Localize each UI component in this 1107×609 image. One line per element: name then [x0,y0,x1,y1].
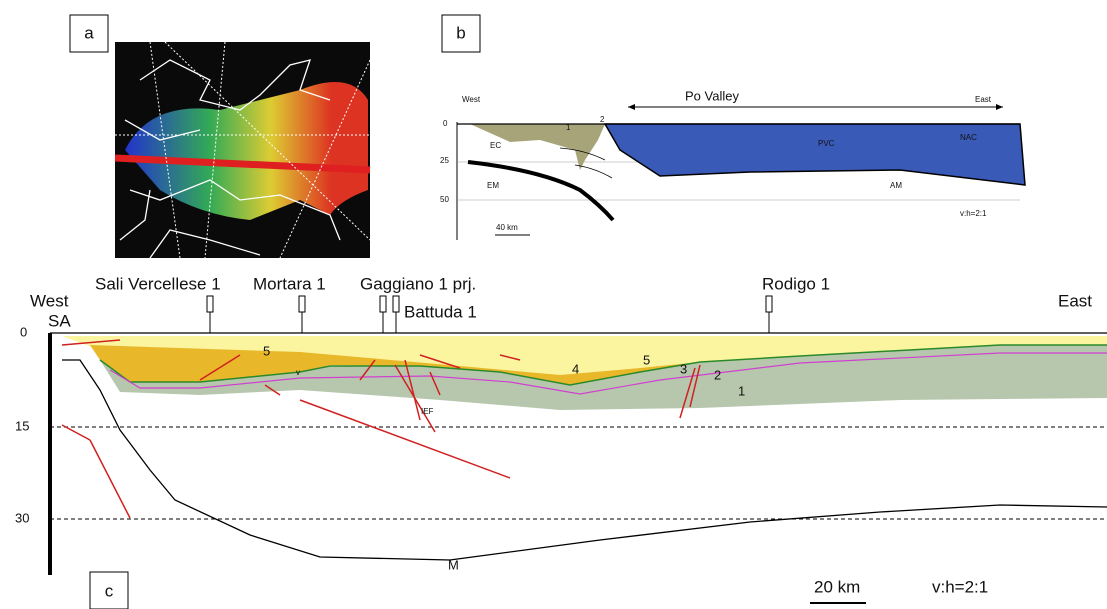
panel-label: c [105,581,114,600]
unit-label: 1 [566,123,571,132]
scale-label: 40 km [496,223,518,232]
panel-label: b [456,23,465,42]
well-label: Battuda 1 [404,302,477,321]
side-label: East [975,95,992,104]
side-label: West [462,95,481,104]
depth-label: 25 [440,156,449,165]
depth-label: 0 [443,119,448,128]
unit-label: EM [487,181,499,190]
unit-label: v [296,368,300,377]
depth-label: 50 [440,195,449,204]
unit-label: 2 [714,367,721,382]
region-label: Po Valley [685,88,739,103]
unit-label: 5 [263,343,270,358]
wells [207,296,772,333]
unit-label: 4 [572,361,579,376]
depth-label: 30 [15,510,29,525]
moho-label: M [448,557,459,572]
well-label: Sali Vercellese 1 [95,274,221,293]
unit-label: AM [890,181,902,190]
fault-label: IEF [421,407,434,416]
thrust [560,148,612,178]
unit-label: NAC [960,133,977,142]
panel-c: 0 15 30 Sali Vercellese 1 Mortara 1 Gagg… [15,274,1107,609]
well-label: Gaggiano 1 prj. [360,274,476,293]
unit-label: 5 [643,352,650,367]
unit-label: 1 [738,383,745,398]
side-label: East [1058,291,1092,310]
panel-a: a [70,15,370,258]
ratio-label: v:h=2:1 [932,577,988,596]
depth-label: 15 [15,418,29,433]
well-label: Rodigo 1 [762,274,830,293]
well-label: Mortara 1 [253,274,326,293]
scale-label: 20 km [814,577,860,596]
depth-label: 0 [20,324,27,339]
unit-label: 3 [680,361,687,376]
panel-label: a [84,23,94,42]
unit-label: 2 [600,115,605,124]
ratio-label: v:h=2:1 [960,209,987,218]
side-label: West [30,291,69,310]
moho [468,162,613,220]
unit-label: EC [490,141,501,150]
panel-b: b West Po Valley East 0 25 50 EC EM 1 2 … [440,15,1025,240]
side-label: SA [48,311,71,330]
unit-label: PVC [818,139,835,148]
figure: a b West Po Valley East 0 25 50 EC EM 1 … [0,0,1107,609]
